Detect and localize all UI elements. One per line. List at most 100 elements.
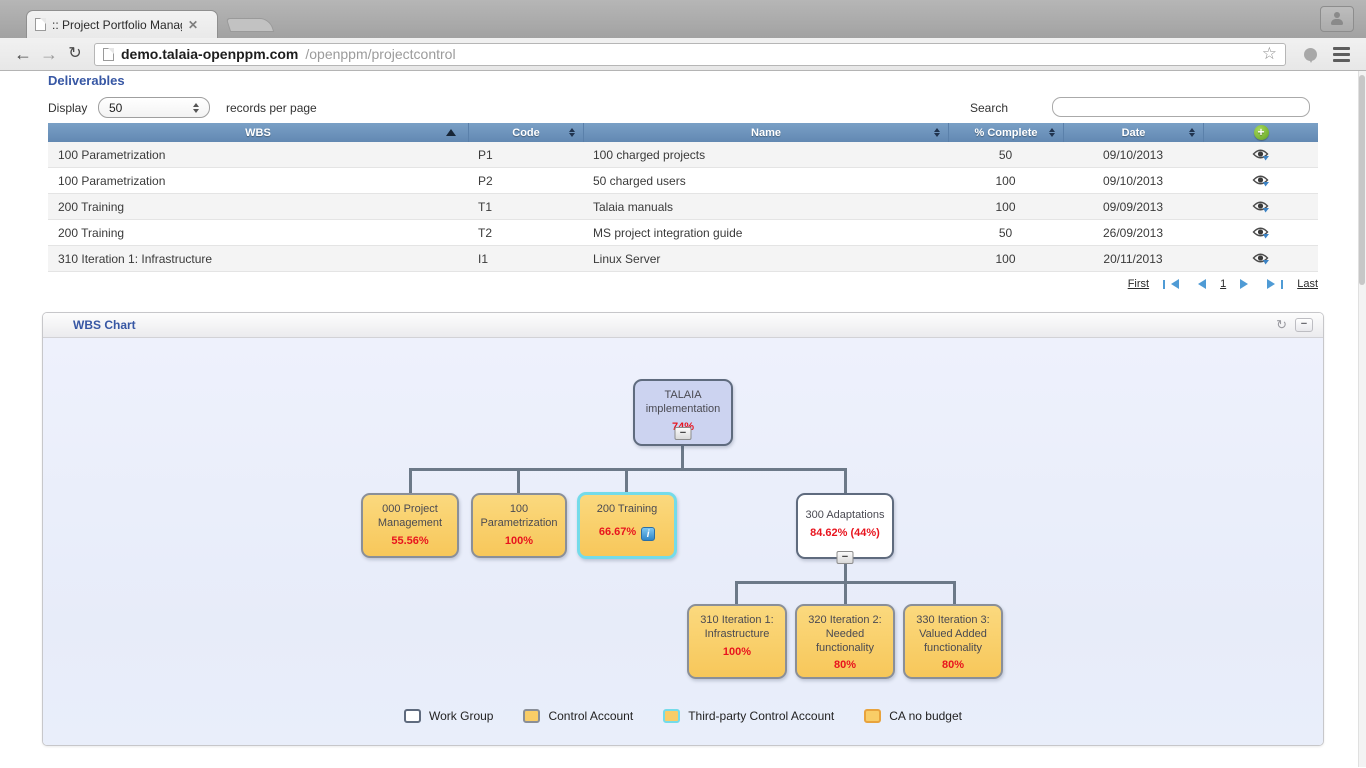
table-row: 100 Parametrization P2 50 charged users … <box>48 168 1318 194</box>
sort-icon[interactable] <box>1189 125 1195 140</box>
wbs-chart-header: WBS Chart ↻ − <box>43 313 1323 338</box>
search-input[interactable] <box>1052 97 1310 117</box>
legend-third-party-control-account: Third-party Control Account <box>663 709 834 723</box>
pagination-next-end-icon[interactable] <box>1267 279 1283 289</box>
collapse-node-button[interactable]: − <box>675 427 692 440</box>
wbs-chart-panel: WBS Chart ↻ − TALAIA implementation 74% <box>42 312 1324 746</box>
wbs-node-300-adaptations[interactable]: 300 Adaptations 84.62% (44%) − <box>796 493 894 559</box>
legend-control-account: Control Account <box>523 709 633 723</box>
pagination-page-1[interactable]: 1 <box>1220 278 1226 290</box>
wbs-chart-title: WBS Chart <box>73 318 136 332</box>
url-path: /openppm/projectcontrol <box>305 46 455 62</box>
wbs-node-310-iteration-1[interactable]: 310 Iteration 1: Infrastructure 100% <box>687 604 787 679</box>
browser-tab[interactable]: :: Project Portfolio Manage ✕ <box>26 10 218 38</box>
pagination: First 1 Last <box>1128 278 1318 290</box>
bookmark-star-icon[interactable]: ☆ <box>1262 44 1277 64</box>
url-host: demo.talaia-openppm.com <box>121 46 298 62</box>
pagination-prev-icon[interactable] <box>1193 279 1206 289</box>
page-size-value: 50 <box>109 101 122 115</box>
view-deliverable-icon[interactable] <box>1213 252 1308 265</box>
collapse-panel-button[interactable]: − <box>1295 318 1313 332</box>
connector-line <box>844 581 847 604</box>
header-date[interactable]: Date <box>1063 123 1203 142</box>
view-deliverable-icon[interactable] <box>1213 226 1308 239</box>
wbs-legend: Work Group Control Account Third-party C… <box>43 709 1323 723</box>
connector-line <box>625 468 628 493</box>
tab-close-icon[interactable]: ✕ <box>188 18 198 32</box>
scrollbar[interactable] <box>1358 71 1366 767</box>
node-percent: 100% <box>473 535 565 549</box>
scrollbar-thumb[interactable] <box>1359 75 1365 285</box>
profile-button[interactable] <box>1320 6 1354 32</box>
control-account-swatch <box>523 709 540 723</box>
pagination-prev-end-icon[interactable] <box>1163 279 1179 289</box>
wbs-node-talaia-implementation[interactable]: TALAIA implementation 74% − <box>633 379 733 446</box>
favicon <box>35 18 46 31</box>
records-per-page-label: records per page <box>226 101 317 115</box>
browser-toolbar: ← → ↻ demo.talaia-openppm.com /openppm/p… <box>0 38 1366 71</box>
table-controls: Display 50 records per page Search <box>48 97 1318 119</box>
work-group-swatch <box>404 709 421 723</box>
node-percent: 55.56% <box>363 535 457 549</box>
collapse-node-button[interactable]: − <box>837 551 854 564</box>
connector-line <box>735 581 738 604</box>
user-icon <box>1329 11 1345 27</box>
sort-ascending-icon[interactable] <box>446 124 456 136</box>
connector-line <box>409 468 412 493</box>
wbs-node-330-iteration-3[interactable]: 330 Iteration 3: Valued Added functional… <box>903 604 1003 679</box>
header-code[interactable]: Code <box>468 123 583 142</box>
view-deliverable-icon[interactable] <box>1213 174 1308 187</box>
new-tab-button[interactable] <box>226 18 275 32</box>
header-wbs[interactable]: WBS <box>48 123 468 142</box>
reload-button[interactable]: ↻ <box>62 46 88 62</box>
legend-work-group: Work Group <box>404 709 493 723</box>
refresh-icon[interactable]: ↻ <box>1276 317 1287 333</box>
pagination-first[interactable]: First <box>1128 278 1149 290</box>
pagination-last[interactable]: Last <box>1297 278 1318 290</box>
header-percent-complete[interactable]: % Complete <box>948 123 1063 142</box>
add-deliverable-button[interactable]: + <box>1254 125 1269 140</box>
node-percent: 80% <box>797 659 893 673</box>
extension-pin-icon[interactable] <box>1304 48 1317 61</box>
connector-line <box>844 468 847 493</box>
view-deliverable-icon[interactable] <box>1213 148 1308 161</box>
table-row: 100 Parametrization P1 100 charged proje… <box>48 142 1318 168</box>
view-deliverable-icon[interactable] <box>1213 200 1308 213</box>
browser-menu-icon[interactable] <box>1333 47 1350 62</box>
forward-button[interactable]: → <box>36 45 62 63</box>
wbs-node-000-project-management[interactable]: 000 Project Management 55.56% <box>361 493 459 558</box>
legend-ca-no-budget: CA no budget <box>864 709 962 723</box>
wbs-node-100-parametrization[interactable]: 100 Parametrization 100% <box>471 493 567 558</box>
header-name[interactable]: Name <box>583 123 948 142</box>
node-percent: 84.62% (44%) <box>798 527 892 541</box>
table-row: 200 Training T1 Talaia manuals 100 09/09… <box>48 194 1318 220</box>
connector-line <box>517 468 520 493</box>
table-header-row: WBS Code Name % Complete Date + <box>48 123 1318 142</box>
url-bar[interactable]: demo.talaia-openppm.com /openppm/project… <box>94 43 1286 66</box>
header-actions: + <box>1203 123 1318 142</box>
browser-titlebar: :: Project Portfolio Manage ✕ <box>0 0 1366 38</box>
connector-line <box>953 581 956 604</box>
deliverables-table: WBS Code Name % Complete Date + <box>48 123 1318 272</box>
info-icon[interactable]: i <box>641 527 655 541</box>
page-icon <box>103 48 114 61</box>
sort-icon[interactable] <box>934 125 940 140</box>
page-size-select[interactable]: 50 <box>98 97 210 118</box>
search-label: Search <box>970 101 1008 115</box>
wbs-node-200-training[interactable]: 200 Training 66.67%i <box>577 492 677 559</box>
back-button[interactable]: ← <box>10 45 36 63</box>
ca-no-budget-swatch <box>864 709 881 723</box>
sort-icon[interactable] <box>569 125 575 140</box>
table-row: 310 Iteration 1: Infrastructure I1 Linux… <box>48 246 1318 272</box>
sort-icon[interactable] <box>1049 125 1055 140</box>
third-party-swatch <box>663 709 680 723</box>
deliverables-heading: Deliverables <box>48 73 125 88</box>
page-content: Deliverables Display 50 records per page… <box>0 71 1366 767</box>
display-label: Display <box>48 101 87 115</box>
connector-line <box>409 468 847 471</box>
node-percent: 100% <box>689 646 785 660</box>
wbs-chart-canvas: TALAIA implementation 74% − 000 Project … <box>43 338 1323 745</box>
wbs-node-320-iteration-2[interactable]: 320 Iteration 2: Needed functionality 80… <box>795 604 895 679</box>
tab-title: :: Project Portfolio Manage <box>52 18 182 32</box>
pagination-next-icon[interactable] <box>1240 279 1253 289</box>
